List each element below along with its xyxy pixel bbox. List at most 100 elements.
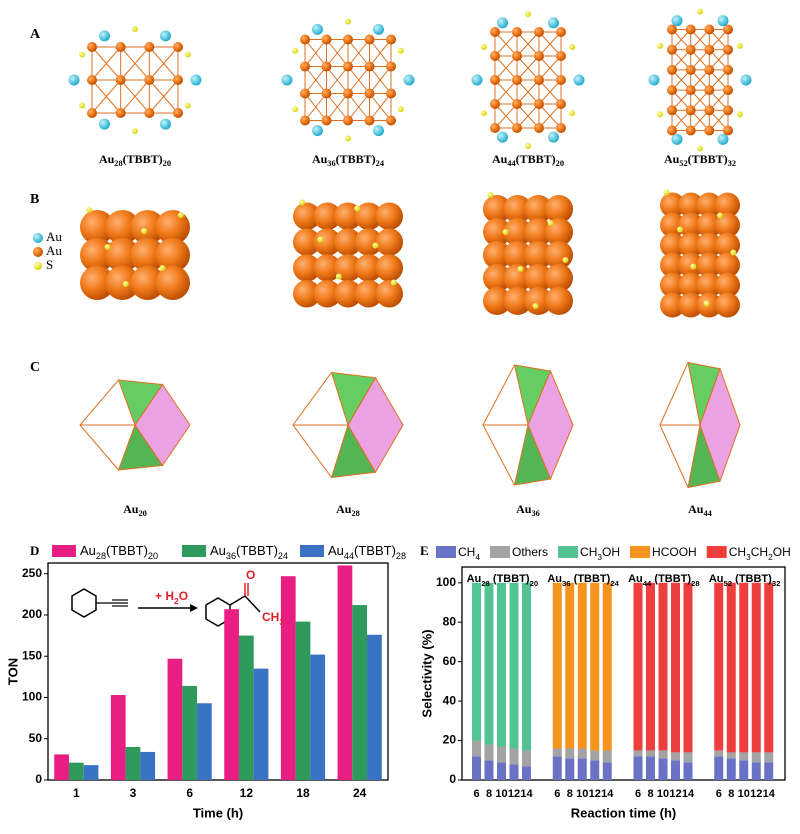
bond bbox=[91, 79, 122, 114]
au-sphere bbox=[483, 217, 512, 247]
bar-segment bbox=[577, 758, 587, 780]
au-atom bbox=[685, 24, 696, 35]
bond bbox=[516, 31, 540, 57]
bond bbox=[347, 39, 370, 67]
au-atom bbox=[512, 75, 522, 85]
au-sphere bbox=[354, 202, 383, 230]
au-sphere bbox=[696, 232, 722, 258]
au-atom bbox=[300, 61, 310, 72]
bar-segment bbox=[522, 582, 531, 751]
bond bbox=[516, 103, 540, 129]
s-atom bbox=[703, 300, 710, 307]
x-tick-label: 6 bbox=[186, 786, 193, 800]
y-tick-label: 20 bbox=[443, 733, 457, 747]
caption: Au20 bbox=[123, 502, 147, 519]
au-atom bbox=[173, 75, 183, 85]
bar bbox=[238, 635, 254, 780]
au-atom bbox=[373, 125, 384, 137]
au-sphere bbox=[483, 286, 512, 315]
bar-segment bbox=[751, 762, 761, 780]
au-sphere bbox=[313, 228, 342, 256]
au-atom bbox=[144, 42, 155, 52]
s-atom bbox=[677, 226, 683, 233]
bar-segment bbox=[565, 582, 575, 749]
au-atom bbox=[667, 24, 677, 35]
group-label: Au44 (TBBT)28 bbox=[628, 573, 700, 588]
caption: Au36 bbox=[516, 502, 540, 519]
au-sphere bbox=[334, 280, 362, 308]
plot-frame bbox=[461, 566, 786, 781]
bar-segment bbox=[726, 758, 736, 780]
au-sphere bbox=[678, 272, 704, 298]
legend-label: HCOOH bbox=[652, 545, 697, 559]
au-atom bbox=[115, 42, 126, 52]
au-sphere bbox=[715, 192, 740, 218]
bar-segment bbox=[472, 740, 481, 757]
s-atom bbox=[547, 220, 554, 226]
legend-swatch bbox=[300, 545, 324, 557]
au-atom bbox=[573, 74, 585, 86]
x-tick-label: 12 bbox=[750, 788, 762, 800]
bar-segment bbox=[552, 756, 562, 780]
bond bbox=[369, 66, 392, 94]
au-atom bbox=[497, 131, 508, 143]
annotation: O bbox=[246, 568, 255, 582]
au-atom bbox=[525, 143, 531, 149]
bar-segment bbox=[671, 752, 680, 761]
au-atom bbox=[657, 42, 664, 49]
s-atom bbox=[335, 273, 342, 280]
group-label: Au28 (TBBT)20 bbox=[467, 573, 539, 588]
bar-segment bbox=[764, 762, 774, 780]
bar bbox=[280, 576, 296, 780]
s-atom bbox=[86, 207, 93, 213]
polyhedron bbox=[134, 383, 191, 467]
au-atom bbox=[87, 108, 97, 118]
legend-swatch bbox=[52, 545, 76, 557]
bar-segment bbox=[565, 748, 575, 759]
caption: Au52(TBBT)32 bbox=[664, 152, 736, 169]
bond bbox=[538, 79, 562, 105]
bar-segment bbox=[646, 750, 655, 757]
au-atom bbox=[648, 74, 660, 86]
au-atom bbox=[490, 99, 500, 109]
au-sphere bbox=[334, 228, 362, 256]
legend-label: Au28(TBBT)20 bbox=[80, 543, 158, 561]
bar-segment bbox=[565, 758, 575, 780]
x-axis-label: Reaction time (h) bbox=[571, 805, 676, 820]
au-atom bbox=[667, 105, 677, 116]
au-atom bbox=[144, 75, 155, 85]
au-atom bbox=[343, 88, 353, 99]
bar bbox=[140, 751, 156, 780]
au-atom bbox=[534, 123, 544, 133]
au-sphere bbox=[544, 286, 573, 315]
au-sphere bbox=[80, 210, 115, 245]
bar-segment bbox=[602, 750, 612, 763]
au-atom bbox=[534, 51, 544, 61]
y-tick-label: 100 bbox=[22, 690, 42, 704]
au-atom bbox=[480, 110, 487, 116]
panel-label: C bbox=[30, 360, 40, 375]
bar bbox=[197, 703, 212, 780]
bar-segment bbox=[764, 582, 774, 753]
au-sphere bbox=[544, 195, 573, 224]
au-atom bbox=[671, 133, 683, 145]
au-atom bbox=[525, 11, 531, 17]
bond bbox=[304, 66, 327, 94]
au-sphere bbox=[483, 195, 512, 224]
bond bbox=[516, 55, 540, 81]
s-atom bbox=[141, 228, 148, 234]
y-tick-label: 50 bbox=[29, 731, 43, 745]
au-sphere bbox=[715, 292, 740, 318]
x-tick-label: 10 bbox=[738, 788, 750, 800]
bar-segment bbox=[726, 752, 736, 759]
bar-segment bbox=[552, 748, 562, 757]
bond bbox=[538, 55, 562, 81]
s-atom bbox=[502, 229, 509, 235]
au-atom bbox=[386, 34, 396, 45]
au-atom bbox=[697, 145, 703, 152]
bar-segment bbox=[739, 760, 749, 780]
annotation: CH3 bbox=[262, 610, 284, 627]
au-atom bbox=[569, 110, 576, 116]
au-sphere bbox=[715, 272, 740, 298]
group-label: Au36 (TBBT)24 bbox=[547, 573, 619, 588]
